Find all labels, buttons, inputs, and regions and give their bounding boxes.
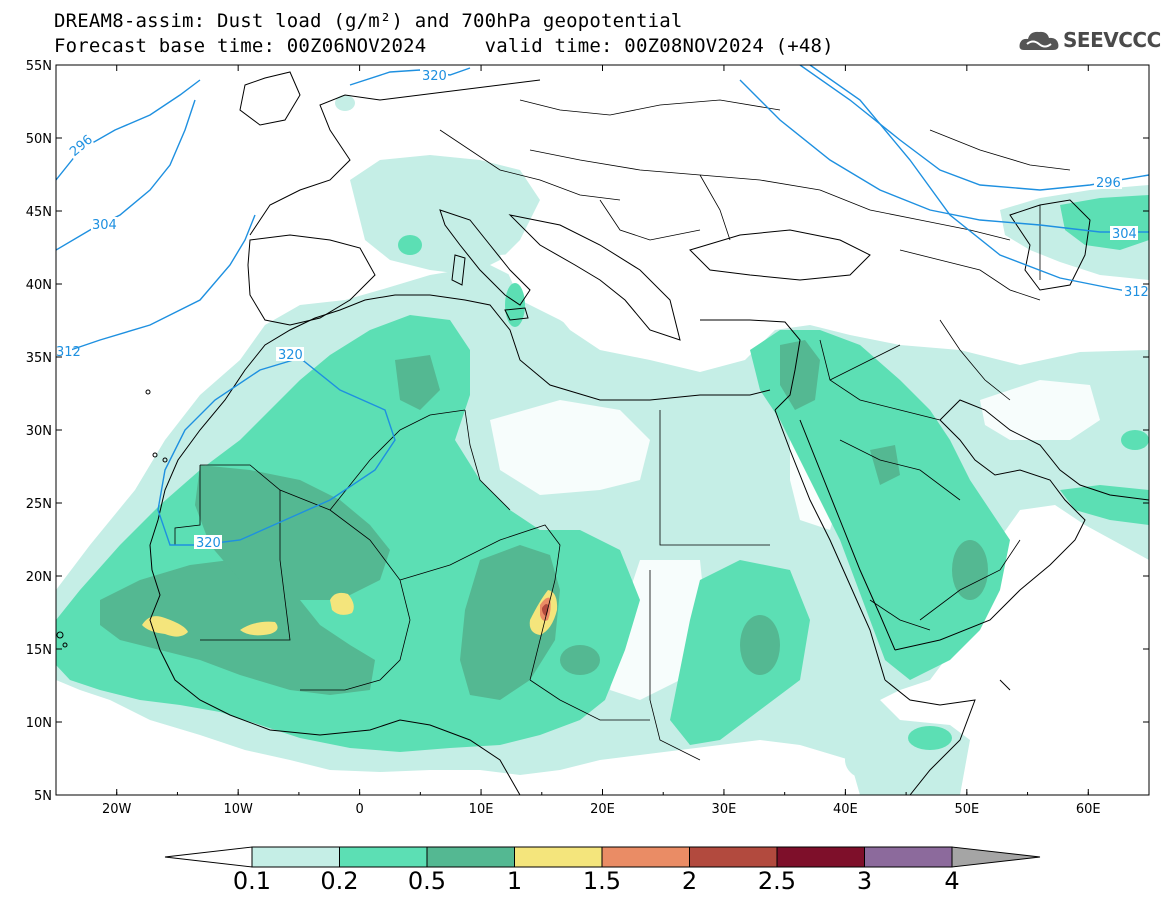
isoline-320-ring	[157, 357, 396, 546]
dust-region-1-0-niger	[330, 592, 354, 615]
dust-region-0-5-mali	[195, 465, 390, 600]
lon-tick-label: 20W	[102, 802, 132, 817]
figure-subtitle: Forecast base time: 00Z06NOV2024 valid t…	[54, 35, 834, 57]
isoline-296-west	[56, 79, 201, 181]
dust-region-0-2-gulf	[1060, 485, 1149, 525]
isoline-296-east	[799, 65, 1149, 191]
isoline-label: 312	[56, 345, 81, 360]
colorbar-segment	[776, 846, 865, 868]
lon-tick-label: 60E	[1076, 802, 1101, 817]
lon-tick-label: 10E	[469, 802, 494, 817]
colorbar-label: 2.5	[758, 867, 796, 895]
lat-tick-label: 50N	[26, 132, 52, 147]
dust-region-0-2-sudan	[670, 560, 810, 745]
isoline-304-east	[739, 79, 1149, 233]
lat-tick-label: 25N	[26, 497, 52, 512]
colorbar-segment	[689, 846, 778, 868]
dust-region-0-1-europe	[350, 155, 540, 275]
colorbar-segment	[251, 846, 340, 868]
colorbar-segment	[339, 846, 428, 868]
dust-region-0-2-arabia	[750, 330, 1010, 680]
colorbar-segment	[864, 846, 953, 868]
lat-tick-label: 45N	[26, 205, 52, 220]
country-borders	[174, 99, 1071, 761]
lon-tick-label: 30E	[712, 802, 737, 817]
colorbar-label: 3	[857, 867, 872, 895]
isoline-312-west	[56, 214, 256, 356]
lat-tick-label: 15N	[26, 643, 52, 658]
colorbar-segment	[426, 846, 515, 868]
colorbar-label: 4	[944, 867, 959, 895]
colorbar-segment	[514, 846, 603, 868]
colorbar-label: 1.5	[583, 867, 621, 895]
seevccc-logo: SEEVCCC	[1018, 26, 1161, 56]
isoline-label: 312	[1124, 285, 1149, 300]
colorbar-label: 0.2	[320, 867, 358, 895]
isoline-label: 296	[1096, 176, 1121, 191]
colorbar-label: 1	[507, 867, 522, 895]
lat-tick-label: 5N	[34, 789, 52, 804]
lat-tick-label: 20N	[26, 570, 52, 585]
lat-tick-label: 55N	[26, 59, 52, 74]
lon-tick-label: 0	[355, 802, 363, 817]
logo-text: SEEVCCC	[1063, 28, 1161, 52]
isoline-312-east	[809, 65, 1149, 296]
isoline-label: 320	[196, 536, 221, 551]
lat-tick-label: 30N	[26, 424, 52, 439]
lon-tick-label: 40E	[833, 802, 858, 817]
isoline-320-north	[349, 67, 471, 86]
dust-load-field	[56, 95, 1149, 795]
isoline-label: 304	[1112, 227, 1137, 242]
cloud-logo-icon	[1019, 31, 1059, 50]
lat-tick-label: 10N	[26, 716, 52, 731]
dust-region-1-0-mali	[240, 621, 278, 636]
colorbar-label: 0.1	[233, 867, 271, 895]
lon-tick-label: 50E	[954, 802, 979, 817]
colorbar: 0.1 0.2 0.5 1 1.5 2 2.5 3 4	[164, 846, 1041, 895]
longitude-axis: 20W 10W 0 10E 20E 30E 40E 50E 60E	[55, 65, 1150, 817]
isoline-304-west	[56, 99, 196, 251]
isoline-label: 320	[422, 69, 447, 84]
dust-region-0-5	[100, 560, 375, 695]
colorbar-label: 2	[682, 867, 697, 895]
colorbar-label: 0.5	[408, 867, 446, 895]
colorbar-under-arrow	[164, 846, 253, 868]
isoline-label: 304	[92, 218, 117, 233]
latitude-axis: 55N 50N 45N 40N 35N 30N 25N 20N 15N 10N 5N	[26, 59, 1149, 804]
lat-tick-label: 35N	[26, 351, 52, 366]
coastlines	[56, 71, 1149, 795]
colorbar-segment	[601, 846, 690, 868]
lat-tick-label: 40N	[26, 278, 52, 293]
lon-tick-label: 20E	[590, 802, 615, 817]
isoline-label: 320	[278, 348, 303, 363]
dust-region-0-5-algeria	[395, 355, 440, 410]
dust-region-0-5-arabia	[870, 445, 900, 485]
lon-tick-label: 10W	[223, 802, 253, 817]
figure-title: DREAM8-assim: Dust load (g/m²) and 700hP…	[54, 10, 683, 32]
colorbar-over-arrow	[951, 846, 1041, 868]
